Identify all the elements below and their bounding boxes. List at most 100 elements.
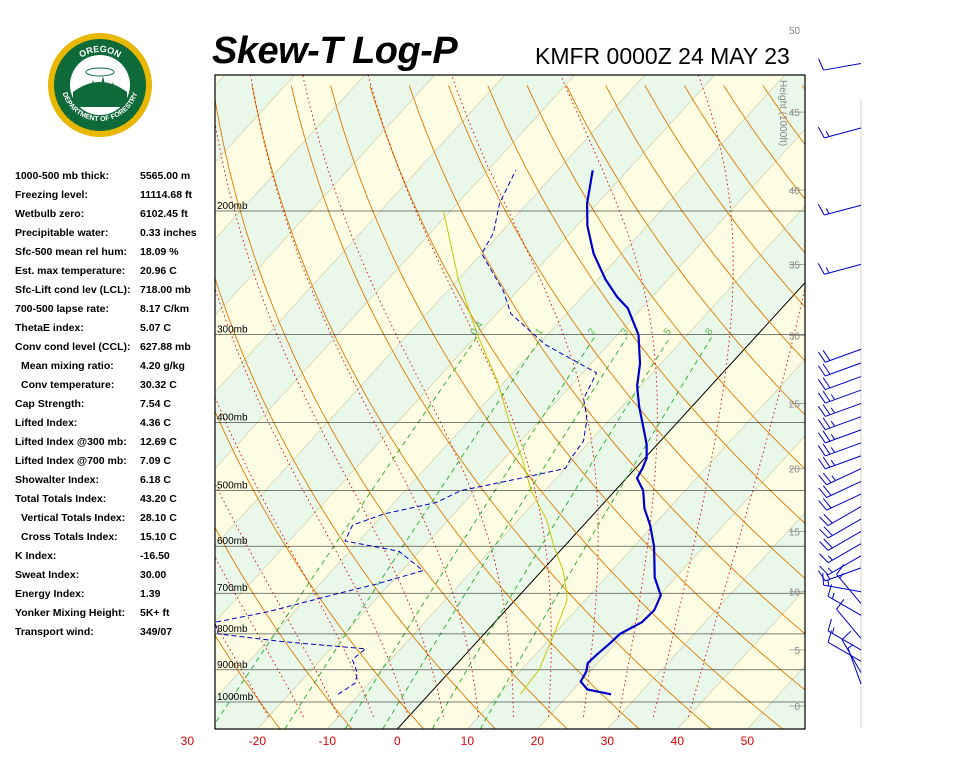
wind-barb [819, 530, 862, 551]
parameter-label: Sfc-Lift cond lev (LCL): [15, 284, 131, 296]
parameter-value: 18.09 % [140, 246, 179, 258]
wind-barb-flag [822, 417, 831, 429]
x-tick-label: 0 [394, 734, 401, 748]
isotherm-line [0, 75, 155, 729]
wind-barb-flag [822, 430, 831, 442]
isotherm-line [607, 512, 805, 729]
wind-barb [819, 543, 862, 564]
parameter-label: Lifted Index @300 mb: [15, 436, 127, 448]
dry-adiabat [215, 409, 425, 729]
wind-barb-flag [827, 618, 832, 632]
wind-barb [817, 402, 862, 417]
parameter-value: 627.88 mb [140, 341, 191, 353]
parameter-label: Lifted Index @700 mb: [15, 455, 127, 467]
moist-adiabat [215, 555, 304, 718]
wind-barb [817, 455, 862, 470]
parameter-value: 30.00 [140, 569, 167, 581]
wind-barb [817, 362, 862, 377]
wind-barb-flag [817, 351, 826, 363]
pressure-label: 300mb [217, 325, 248, 336]
height-axis-title: Height (1000ft) [777, 80, 788, 146]
wind-barb-half-flag [825, 208, 830, 214]
mixing-ratio-label: 1 [533, 326, 545, 337]
station-time-label: KMFR 0000Z 24 MAY 23 [535, 43, 790, 69]
wind-barb-staff [825, 348, 862, 363]
wind-barb-half-flag [830, 394, 836, 400]
wind-barb [819, 555, 862, 576]
x-tick-label: 30 [601, 734, 615, 748]
wind-barb-staff [825, 429, 862, 444]
isotherm-band [817, 75, 960, 729]
wind-barb-half-flag [825, 130, 830, 137]
wind-barb-half-flag [830, 434, 836, 440]
wind-barb-staff [827, 641, 862, 662]
wind-barb-staff [826, 480, 862, 498]
wind-barb-flag [817, 392, 826, 404]
wind-barb [818, 480, 862, 498]
parameter-row: 1000-500 mb thick: 5565.00 m [15, 168, 215, 187]
wind-barb-staff [827, 506, 862, 527]
dry-adiabat [605, 85, 805, 362]
height-label: 40 [789, 186, 801, 197]
parameter-value: 4.36 C [140, 417, 171, 429]
wind-barb-flag [818, 500, 827, 511]
mixing-ratio-line [284, 337, 542, 729]
parameter-value: 11114.68 ft [140, 189, 192, 201]
parameter-label: Yonker Mixing Height: [15, 607, 126, 619]
mixing-ratio-label: 3 [619, 326, 631, 337]
logo-top-text: OREGON [77, 44, 123, 60]
height-label: 5 [794, 646, 800, 657]
parameter-row: Freezing level: 11114.68 ft [15, 187, 215, 206]
pressure-label: 400mb [217, 412, 248, 423]
dry-adiabat [565, 85, 805, 416]
dry-adiabat [801, 85, 805, 91]
mixing-ratio-label: 2 [586, 326, 598, 337]
wind-barb-flag [823, 513, 833, 524]
dry-adiabat [487, 85, 805, 525]
parameter-row: Cap Strength: 7.54 C [15, 396, 215, 415]
wind-barb-flag [822, 363, 831, 375]
parameter-label: Cap Strength: [15, 398, 85, 410]
wind-barb-flag [817, 445, 826, 457]
wind-barb-half-flag [830, 447, 836, 453]
parameter-row: Sfc-500 mean rel hum: 18.09 % [15, 244, 215, 263]
dry-adiabat [881, 86, 960, 730]
parameter-label: Conv cond level (CCL): [15, 341, 131, 353]
wind-barb-flag [818, 58, 825, 71]
wind-barb-flag [818, 487, 827, 498]
wind-barb-flag [836, 599, 845, 610]
parameter-row: Total Totals Index: 43.20 C [15, 491, 215, 510]
height-label: 25 [789, 399, 801, 410]
dry-adiabat [215, 276, 496, 729]
parameter-value: 28.10 C [140, 512, 177, 524]
parameter-row: Sfc-Lift cond lev (LCL): 718.00 mb [15, 282, 215, 301]
moist-adiabat [652, 75, 734, 718]
x-tick-label: -20 [249, 734, 267, 748]
parameter-label: Conv temperature: [21, 379, 115, 391]
wind-barbs [817, 58, 862, 728]
wind-barb-flag [819, 541, 829, 551]
wind-barb-staff [827, 630, 862, 651]
wind-barb-flag [823, 526, 833, 536]
wind-barb-flag [822, 498, 832, 509]
mixing-ratio-line [479, 337, 712, 729]
parameter-value: 1.39 [140, 588, 161, 600]
parameter-value: 15.10 C [140, 531, 177, 543]
pressure-label: 700mb [217, 583, 248, 594]
wind-barb-flag [822, 404, 831, 416]
parameter-value: 8.17 C/km [140, 303, 190, 315]
parameter-label: Vertical Totals Index: [21, 512, 126, 524]
wind-barb [847, 644, 862, 684]
dry-adiabat [920, 86, 960, 730]
parameter-value: 6.18 C [140, 474, 171, 486]
wind-barb-flag [823, 538, 833, 549]
parameter-row: Yonker Mixing Height: 5K+ ft [15, 605, 215, 624]
dry-adiabat [330, 85, 783, 729]
parameter-value: 7.09 C [140, 455, 171, 467]
parameter-row: Lifted Index: 4.36 C [15, 415, 215, 434]
parameter-row: Precipitable water: 0.33 inches [15, 225, 215, 244]
isotherm-band [215, 75, 225, 86]
svg-text:OREGON: OREGON [77, 44, 123, 60]
isotherm-line [817, 75, 960, 729]
